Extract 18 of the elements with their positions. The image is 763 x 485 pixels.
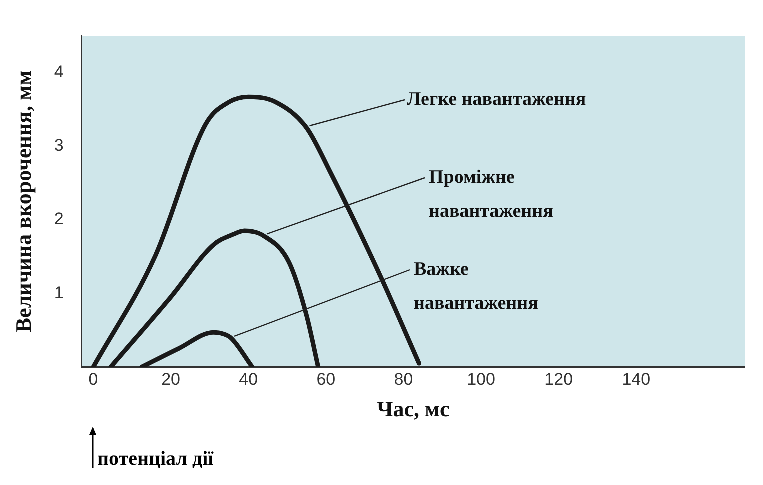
text: Легке навантаження	[407, 88, 586, 110]
x-tick-label: 40	[239, 370, 258, 390]
text: Проміжне навантаження	[429, 166, 554, 222]
y-tick-label: 2	[54, 210, 64, 229]
text: Важке навантаження	[414, 258, 538, 314]
x-tick-label: 120	[544, 370, 574, 390]
x-axis-title: Час, мс	[377, 396, 450, 422]
x-tick-label: 20	[162, 370, 181, 390]
x-tick-label: 0	[88, 370, 98, 390]
text: потенціал дії	[97, 448, 214, 471]
y-tick-label: 4	[54, 62, 64, 82]
y-axis-title: Величина вкорочення, мм	[10, 70, 36, 333]
y-tick-label: 3	[54, 136, 64, 156]
y-tick-label: 1	[54, 283, 64, 302]
x-tick-label: 80	[394, 370, 414, 390]
x-tick-label: 60	[316, 370, 336, 390]
x-tick-label: 140	[622, 370, 651, 390]
x-tick-label: 100	[467, 370, 496, 390]
